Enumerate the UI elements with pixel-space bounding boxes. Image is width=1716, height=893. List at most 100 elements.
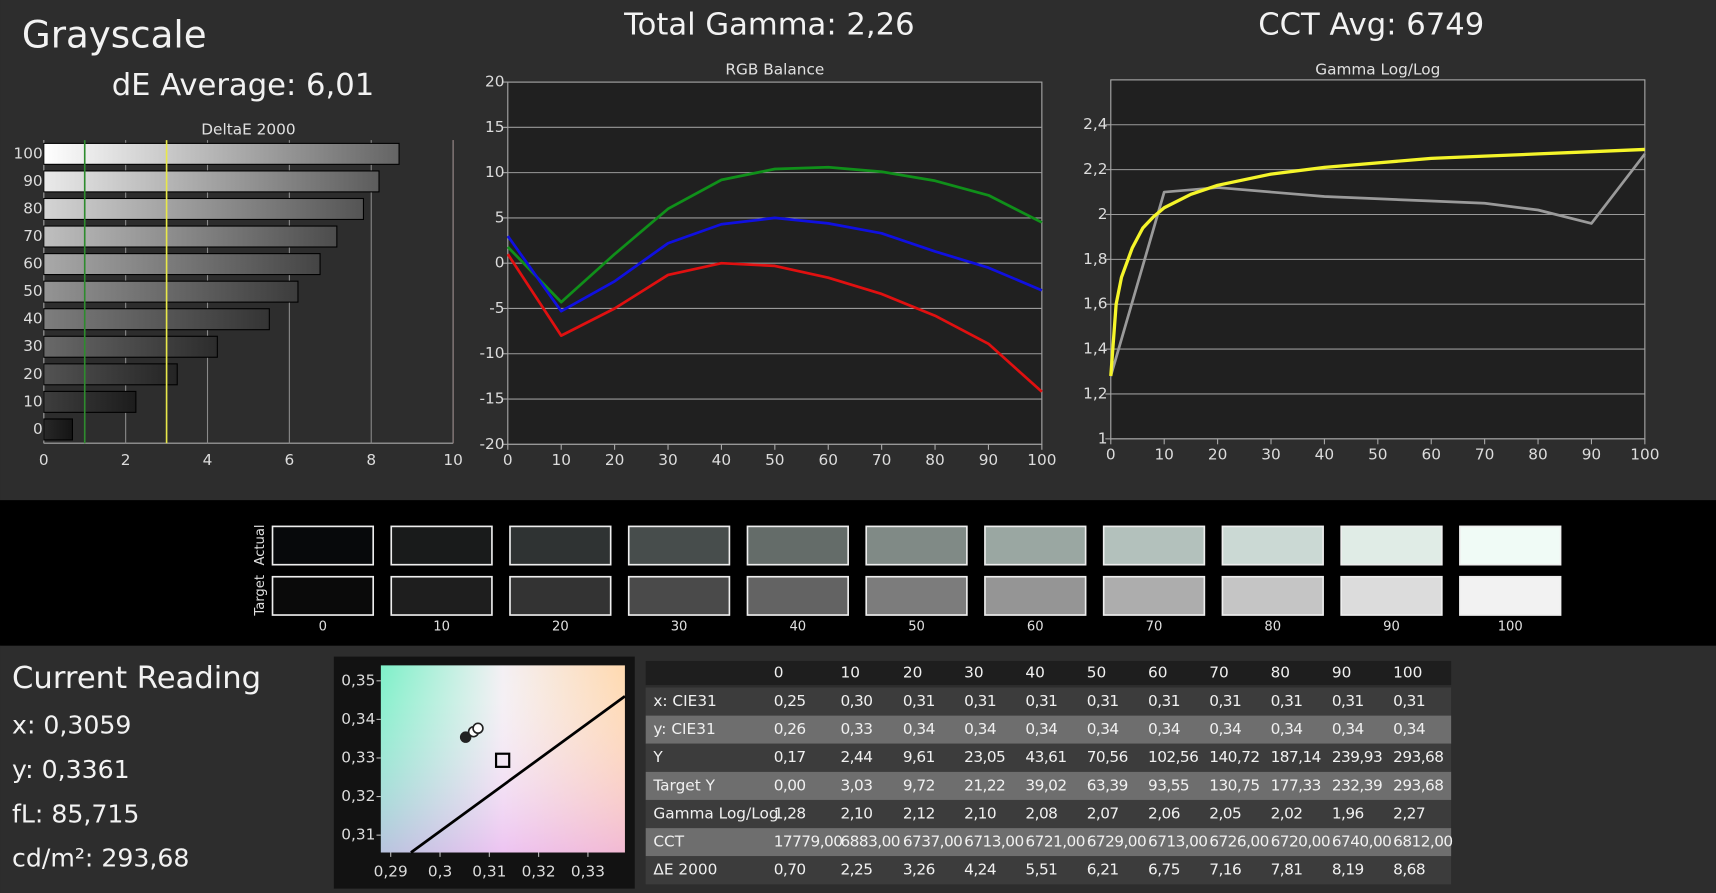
x-tick-label: 4 [203,451,213,469]
table-cell: 6,75 [1148,861,1180,879]
table-cell: 2,08 [1025,804,1057,822]
table-header: 70 [1209,664,1229,682]
table-cell: 2,05 [1209,804,1241,822]
table-cell: 0,34 [1148,720,1180,738]
table-cell: 0,31 [903,692,935,710]
table-cell: 2,12 [903,804,935,822]
table-cell: 23,05 [964,748,1005,766]
table-cell: 2,10 [964,804,996,822]
table-cell: 0,00 [774,776,806,794]
table-cell: 0,26 [774,720,806,738]
table-header: 10 [840,664,860,682]
reading-title: Current Reading [12,661,261,696]
actual-swatch [1340,525,1443,566]
table-cell: 6740,00 [1332,833,1392,851]
cie-gamut-shade [380,665,625,853]
table-cell: Y [652,748,663,766]
locus-line [410,695,626,854]
target-swatch [1340,575,1443,616]
y-tick-label: 1,2 [1083,384,1107,402]
table-cell: 21,22 [964,776,1005,794]
table-cell: 6737,00 [903,833,963,851]
x-tick-label: 90 [979,451,999,469]
target-swatch [390,575,493,616]
table-cell: 4,24 [964,861,996,879]
target-swatch [509,575,612,616]
x-tick-label: 0,32 [522,863,556,881]
table-cell: 0,31 [964,692,996,710]
table-cell: 6,21 [1087,861,1119,879]
table-cell: 0,34 [964,720,996,738]
actual-swatch [1221,525,1324,566]
table-cell: 7,81 [1271,861,1303,879]
table-cell: Gamma Log/Log [653,804,778,822]
table-cell: Target Y [652,776,715,794]
bar [43,197,364,220]
x-tick-label: 0 [39,451,49,469]
bar [43,280,299,303]
swatch-level: 60 [1027,620,1044,635]
table-row [645,715,1452,744]
table-cell: 140,72 [1209,748,1259,766]
x-tick-label: 60 [1421,446,1441,464]
bar [43,418,73,441]
x-tick-label: 60 [818,451,838,469]
table-cell: 2,27 [1393,804,1425,822]
x-tick-label: 2 [121,451,131,469]
y-tick-label: 0,31 [341,826,375,844]
x-tick-label: 10 [1154,446,1174,464]
table-header: 40 [1025,664,1045,682]
y-tick-label: 1 [1098,429,1108,447]
y-tick-label: 0 [495,254,505,272]
x-tick-label: 40 [1315,446,1335,464]
actual-swatch [746,525,849,566]
table-cell: 2,44 [840,748,872,766]
table-cell: 0,30 [840,692,872,710]
x-tick-label: 20 [1208,446,1228,464]
de-average: dE Average: 6,01 [112,68,375,103]
y-tick-label: 20 [23,365,42,383]
swatch-level: 50 [908,620,925,635]
table-cell: 0,34 [1271,720,1303,738]
bar [43,225,338,248]
swatch-level: 100 [1498,620,1523,635]
actual-swatch [984,525,1087,566]
table-cell: 0,31 [1087,692,1119,710]
swatch-strip [0,500,1716,646]
bar [43,363,178,386]
y-tick-label: 100 [13,144,42,162]
y-tick-label: 10 [485,163,505,181]
reading-line: x: 0,3059 [12,711,131,740]
y-tick-label: 15 [485,118,505,136]
y-tick-label: 10 [23,392,42,410]
table-cell: 2,06 [1148,804,1180,822]
table-cell: 1,28 [774,804,806,822]
y-tick-label: 0 [33,420,43,438]
swatch-level: 30 [671,620,688,635]
bar [43,170,380,193]
y-tick-label: -5 [489,299,504,317]
table-cell: 3,26 [903,861,935,879]
x-tick-label: 50 [765,451,785,469]
table-header: 20 [903,664,923,682]
actual-label: Actual [253,524,268,565]
x-tick-label: 10 [443,451,463,469]
reading-line: fL: 85,715 [12,799,139,828]
table-cell: 102,56 [1148,748,1198,766]
y-tick-label: 0,32 [341,787,375,805]
table-cell: 0,25 [774,692,806,710]
target-label: Target [253,575,268,617]
table-cell: 0,31 [1332,692,1364,710]
x-tick-label: 0,33 [571,863,605,881]
x-tick-label: 50 [1368,446,1388,464]
table-cell: 63,39 [1087,776,1128,794]
table-cell: 6726,00 [1209,833,1269,851]
table-cell: 0,34 [1025,720,1057,738]
table-header: 90 [1332,664,1352,682]
table-cell: 8,68 [1393,861,1425,879]
table-header: 30 [964,664,984,682]
table-cell: 9,61 [903,748,935,766]
table-cell: 187,14 [1271,748,1321,766]
table-cell: 130,75 [1209,776,1259,794]
